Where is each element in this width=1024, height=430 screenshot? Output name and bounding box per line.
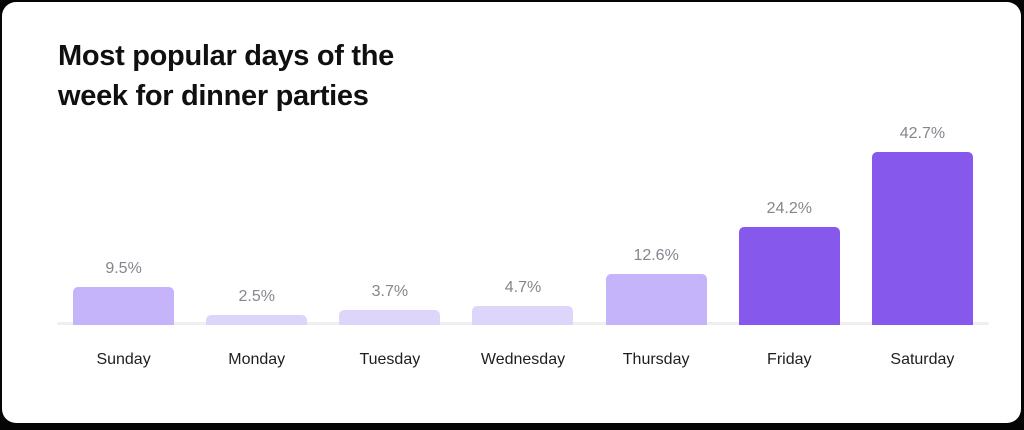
bar-chart-plot-area: 9.5% 2.5% 3.7% 4.7% 12.6% 24.2% 42.7% [57,123,989,325]
category-label-friday: Friday [767,351,812,368]
bar-sunday [73,286,175,325]
bar-value-label: 12.6% [633,247,679,264]
bar-value-label: 24.2% [766,200,812,217]
bar-column: 12.6% [590,246,723,325]
category-label-monday: Monday [228,351,286,368]
bar-value-label: 2.5% [238,287,275,305]
bar-column: 24.2% [723,199,856,325]
bar-value-label: 3.7% [371,283,409,300]
bar-wednesday [472,306,574,325]
bar-column: 4.7% [456,278,589,325]
bar-friday [738,227,840,325]
bar-column: 9.5% [57,259,190,325]
x-axis-category-labels: Sunday Monday Tuesday Wednesday Thursday Frid… [57,350,989,370]
category-label-saturday: Saturday [890,351,955,368]
bar-value-label: 4.7% [504,279,542,296]
chart-title-line-2: week for dinner parties [58,80,369,112]
bar-value-label: 42.7% [899,125,946,143]
bar-monday [206,314,308,325]
chart-title: Most popular days of the week for dinner… [58,36,394,116]
category-label-wednesday: Wednesday [480,351,566,368]
category-label-tuesday: Tuesday [359,351,421,368]
bar-tuesday [339,310,441,325]
category-label-sunday: Sunday [96,351,151,368]
bar-column: 42.7% [856,124,989,325]
bar-column: 2.5% [190,287,323,325]
chart-title-line-1: Most popular days of the [58,40,394,72]
bar-column: 3.7% [323,282,456,325]
bar-value-label: 9.5% [105,259,142,277]
chart-card: Most popular days of the week for dinner… [2,2,1021,423]
bar-thursday [605,274,707,325]
bar-saturday [871,152,973,325]
category-label-thursday: Thursday [622,351,690,368]
